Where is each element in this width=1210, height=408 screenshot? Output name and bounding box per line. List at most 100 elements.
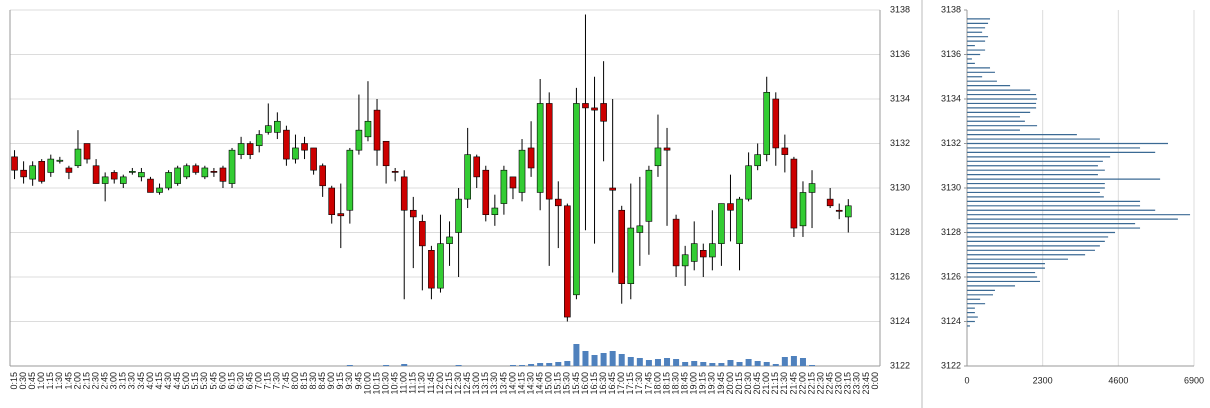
candle-body [790, 158, 798, 229]
candle-body [464, 154, 471, 200]
y-tick-label: 3134 [941, 93, 961, 103]
x-tick-label: 11:00 [399, 372, 409, 394]
candle-body [391, 171, 399, 173]
candle-body [536, 103, 544, 193]
x-tick-label: 17:15 [625, 372, 635, 395]
candle-body [509, 176, 517, 189]
candle-body [437, 243, 444, 289]
x-tick-label: 3:00 [109, 372, 119, 390]
volume-bar [654, 359, 661, 366]
x-tick-label: 7:30 [272, 372, 282, 390]
x-tick-label: 5:45 [208, 372, 218, 390]
volume-bar [809, 365, 816, 366]
volume-bar [754, 361, 761, 366]
x-tick-label: 13:15 [480, 372, 490, 395]
candle-body [736, 198, 743, 244]
x-tick-label: 13:30 [489, 372, 499, 395]
candle-body [473, 156, 481, 178]
candle-body [718, 203, 725, 244]
candle-body [636, 225, 644, 233]
volume-bar [772, 364, 779, 366]
candle-body [645, 169, 653, 222]
x-tick-label: 3:45 [136, 372, 146, 390]
x-tick-label: 13:00 [471, 372, 481, 395]
x-tick-label: 10:30 [380, 372, 390, 395]
candle-body [301, 143, 308, 151]
x-tick-label: 10:15 [371, 372, 381, 395]
y-tick-label: 3136 [941, 49, 961, 59]
candle-body [246, 143, 254, 155]
candle-body [591, 107, 598, 111]
x-tick-label: 11:15 [408, 372, 418, 394]
candle-body [11, 156, 18, 171]
candle-body [20, 169, 27, 178]
y-tick-label: 3138 [890, 4, 910, 14]
candle-body [174, 167, 181, 184]
x-tick-label: 6900 [1184, 375, 1204, 385]
x-tick-label: 20:30 [743, 372, 753, 395]
x-tick-label: 0:00 [870, 372, 880, 390]
y-tick-label: 3122 [941, 360, 961, 370]
x-tick-label: 23:30 [852, 372, 862, 395]
x-tick-label: 1:45 [63, 372, 73, 390]
x-tick-label: 10:00 [362, 372, 372, 395]
x-tick-label: 15:45 [571, 372, 581, 395]
candle-body [283, 129, 290, 160]
candle-body [681, 254, 689, 267]
y-tick-label: 3136 [890, 49, 910, 59]
volume-bar [718, 363, 725, 366]
candle-body [165, 172, 172, 189]
x-tick-label: 16:00 [580, 372, 590, 395]
candle-body [237, 143, 245, 155]
candle-body [609, 187, 616, 191]
candle-body [573, 103, 580, 296]
volume-bar [763, 362, 770, 366]
x-tick-label: 9:00 [326, 372, 336, 390]
y-tick-label: 3124 [941, 316, 961, 326]
y-tick-label: 3130 [941, 182, 961, 192]
y-tick-label: 3126 [941, 271, 961, 281]
x-tick-label: 22:15 [806, 372, 816, 395]
x-tick-label: 5:00 [181, 372, 191, 390]
candle-body [110, 172, 118, 180]
volume-bar [609, 351, 616, 366]
candle-body [138, 172, 145, 178]
candle-body [500, 169, 508, 204]
candle-body [799, 192, 807, 227]
x-tick-label: 14:30 [525, 372, 535, 395]
x-tick-label: 15:15 [553, 372, 563, 395]
x-tick-label: 2:30 [90, 372, 100, 390]
x-tick-label: 4:45 [172, 372, 182, 390]
x-tick-label: 20:15 [734, 372, 744, 395]
candle-body [672, 218, 680, 267]
candle-body [654, 147, 662, 167]
candle-body [727, 203, 734, 211]
x-tick-label: 19:15 [698, 372, 708, 395]
x-tick-label: 16:30 [598, 372, 608, 395]
candle-body [709, 243, 716, 258]
candle-body [74, 148, 82, 167]
x-tick-label: 21:30 [779, 372, 789, 395]
candle-body [835, 209, 843, 212]
volume-bar [636, 358, 643, 366]
x-tick-label: 7:00 [254, 372, 264, 390]
candle-body [337, 213, 345, 217]
candle-body [355, 129, 363, 151]
candle-body [554, 198, 562, 207]
candle-body [745, 165, 752, 200]
volume-bar [781, 357, 788, 366]
volume-bar [664, 358, 671, 366]
volume-bar [673, 359, 680, 366]
candle-body [56, 159, 64, 162]
volume-bar [618, 354, 625, 366]
candle-body [545, 103, 553, 200]
x-tick-label: 8:30 [308, 372, 318, 390]
candle-body [409, 209, 417, 218]
x-tick-label: 0:15 [9, 372, 19, 390]
x-tick-label: 12:45 [462, 372, 472, 395]
volume-bar [709, 363, 716, 366]
candle-body [83, 143, 91, 160]
x-tick-label: 11:30 [417, 372, 427, 394]
x-tick-label: 23:45 [861, 372, 871, 395]
